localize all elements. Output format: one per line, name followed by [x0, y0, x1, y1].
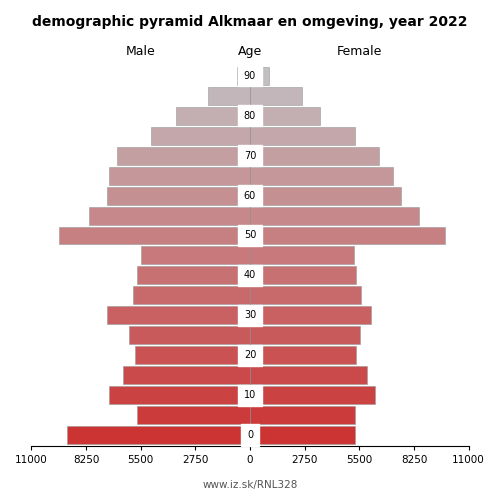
Bar: [250, 107, 320, 124]
Bar: [250, 67, 269, 85]
Text: 40: 40: [244, 270, 256, 280]
Text: www.iz.sk/RNL328: www.iz.sk/RNL328: [202, 480, 298, 490]
Bar: [237, 67, 250, 85]
Bar: [208, 87, 250, 105]
Text: 50: 50: [244, 230, 256, 240]
Text: 70: 70: [244, 150, 256, 160]
Text: Male: Male: [126, 45, 156, 58]
Text: 20: 20: [244, 350, 256, 360]
Bar: [250, 326, 360, 344]
Bar: [132, 286, 250, 304]
Text: 80: 80: [244, 111, 256, 121]
Text: 90: 90: [244, 71, 256, 81]
Bar: [136, 406, 250, 424]
Text: 30: 30: [244, 310, 256, 320]
Bar: [176, 107, 250, 124]
Bar: [250, 146, 379, 164]
Bar: [250, 87, 302, 105]
Bar: [140, 246, 250, 264]
Bar: [109, 386, 250, 404]
Bar: [250, 286, 362, 304]
Text: 0: 0: [247, 430, 253, 440]
Bar: [250, 186, 401, 204]
Bar: [250, 166, 393, 184]
Bar: [250, 206, 419, 224]
Bar: [250, 426, 356, 444]
Bar: [250, 266, 356, 284]
Bar: [117, 146, 250, 164]
Bar: [250, 126, 356, 144]
Bar: [107, 186, 250, 204]
Bar: [129, 326, 250, 344]
Text: 10: 10: [244, 390, 256, 400]
Bar: [109, 166, 250, 184]
Title: demographic pyramid Alkmaar en omgeving, year 2022: demographic pyramid Alkmaar en omgeving,…: [32, 15, 468, 29]
Bar: [150, 126, 250, 144]
Text: 60: 60: [244, 190, 256, 200]
Bar: [250, 306, 371, 324]
Bar: [250, 366, 368, 384]
Bar: [250, 226, 445, 244]
Bar: [123, 366, 250, 384]
Bar: [250, 386, 375, 404]
Bar: [136, 266, 250, 284]
Text: Female: Female: [336, 45, 382, 58]
Bar: [89, 206, 250, 224]
Bar: [250, 246, 354, 264]
Text: Age: Age: [238, 45, 262, 58]
Bar: [134, 346, 250, 364]
Bar: [67, 426, 250, 444]
Bar: [107, 306, 250, 324]
Bar: [250, 406, 356, 424]
Bar: [59, 226, 250, 244]
Bar: [250, 346, 356, 364]
